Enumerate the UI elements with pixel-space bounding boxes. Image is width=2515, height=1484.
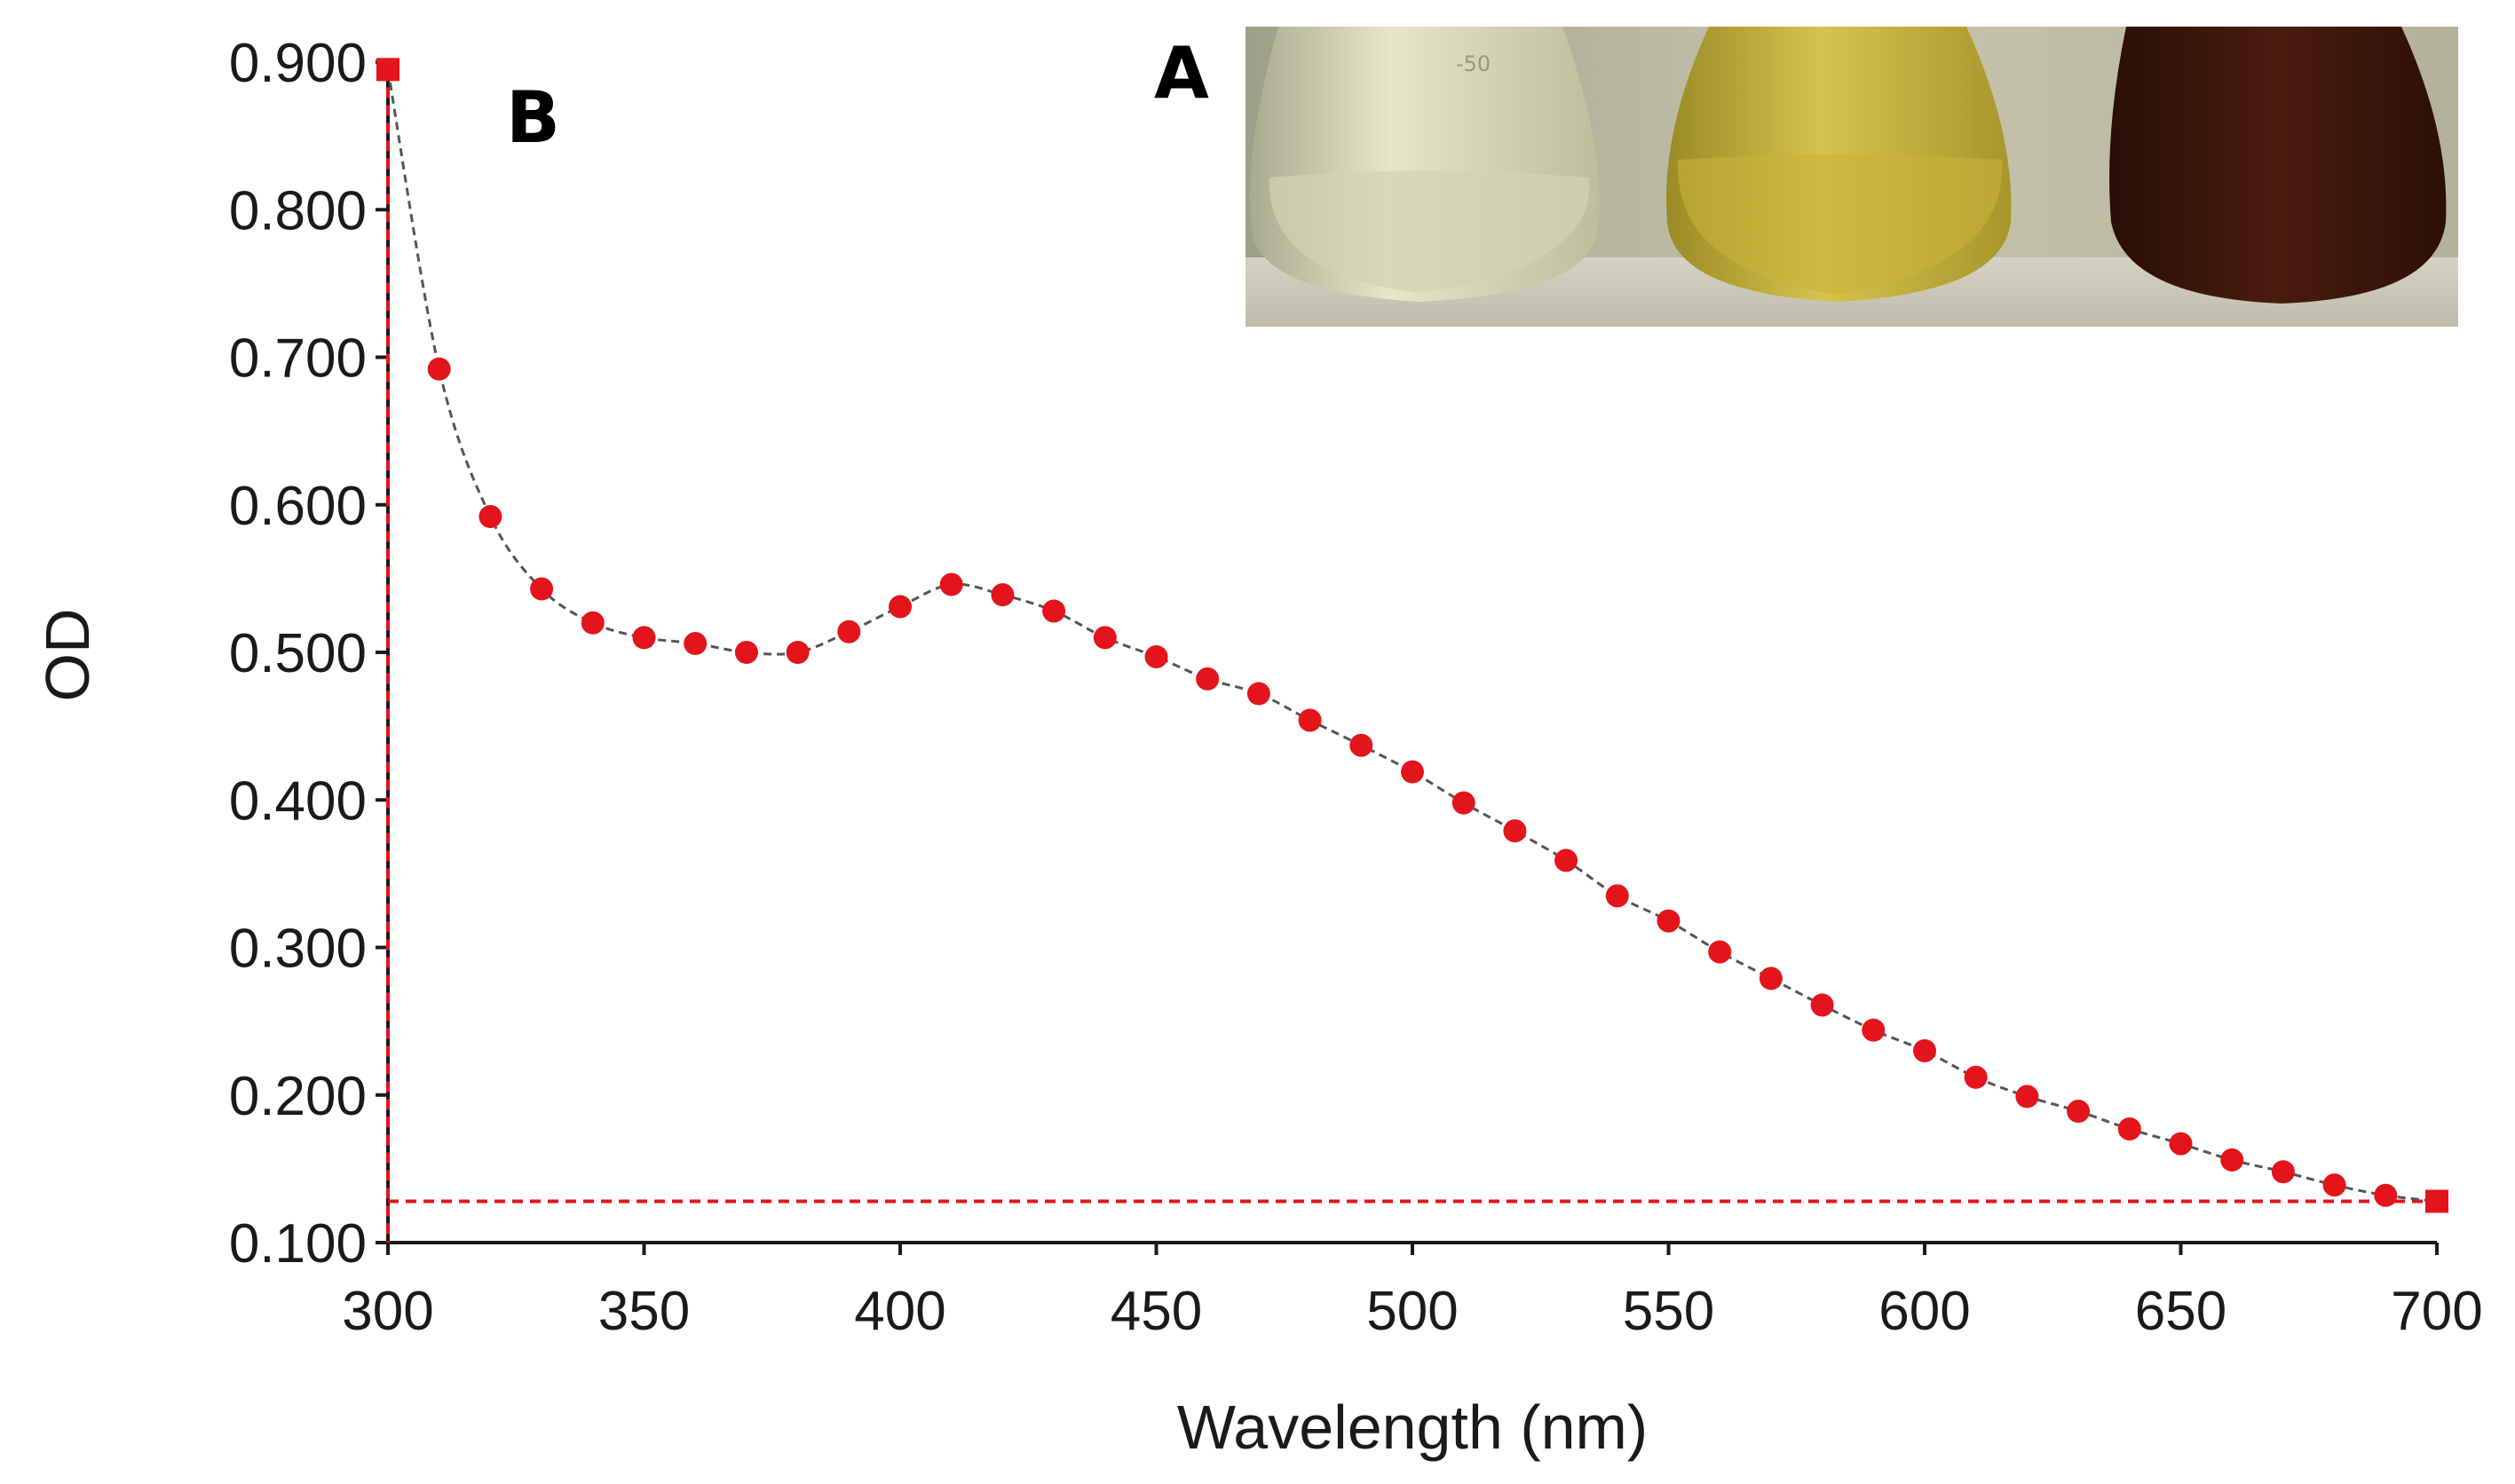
data-point <box>1144 644 1168 668</box>
y-tick-label: 0.500 <box>229 623 367 684</box>
inset-photo: -50 <box>1246 27 2458 327</box>
data-point <box>1401 760 1424 784</box>
x-tick-label: 500 <box>1366 1281 1458 1342</box>
data-point <box>581 611 605 635</box>
data-point <box>734 641 758 664</box>
data-point <box>632 626 656 650</box>
panel-label-b: B <box>506 76 560 159</box>
flask-yellow <box>1665 27 2012 302</box>
x-tick-label: 400 <box>854 1281 945 1342</box>
data-point <box>1862 1018 1886 1042</box>
data-point <box>2169 1132 2193 1156</box>
data-point <box>1093 626 1117 650</box>
x-tick-label: 300 <box>342 1281 433 1342</box>
data-point <box>1964 1065 1988 1089</box>
data-point <box>1349 733 1373 757</box>
x-tick-label: 450 <box>1111 1281 1202 1342</box>
data-point <box>2220 1148 2244 1172</box>
x-tick-label: 550 <box>1623 1281 1714 1342</box>
data-point <box>2067 1100 2091 1124</box>
data-point <box>786 641 810 664</box>
data-point <box>530 577 554 601</box>
y-tick-label: 0.100 <box>229 1213 367 1275</box>
y-tick-label: 0.200 <box>229 1066 367 1127</box>
data-point <box>991 583 1015 607</box>
guide-lines <box>386 69 2437 1243</box>
y-tick-label: 0.700 <box>229 328 367 390</box>
flask-brown <box>2109 27 2447 304</box>
y-tick-label: 0.900 <box>229 33 367 94</box>
x-axis-title: Wavelength (nm) <box>1177 1393 1648 1462</box>
data-point <box>1605 884 1629 908</box>
data-point <box>684 632 708 656</box>
data-point <box>2322 1173 2346 1197</box>
data-point <box>1759 967 1783 991</box>
data-point-square <box>376 58 399 82</box>
data-point <box>427 357 451 381</box>
data-point <box>1554 849 1578 872</box>
y-tick-label: 0.600 <box>229 476 367 537</box>
x-tick-label: 600 <box>1878 1281 1970 1342</box>
data-point <box>2271 1160 2295 1184</box>
data-point <box>1810 993 1834 1017</box>
data-point <box>1708 940 1732 964</box>
data-point <box>478 505 502 529</box>
data-point <box>1503 819 1527 843</box>
x-tick-label: 700 <box>2391 1281 2482 1342</box>
data-point <box>837 620 861 643</box>
data-point <box>2015 1085 2039 1109</box>
panel-label-a: A <box>1154 32 1209 114</box>
data-point <box>1196 667 1220 691</box>
data-points <box>376 58 2448 1213</box>
data-point-square <box>2425 1189 2448 1213</box>
y-axis-title: OD <box>33 609 102 702</box>
y-tick-label: 0.800 <box>229 180 367 241</box>
y-tick-label: 0.400 <box>229 770 367 832</box>
y-tick-label: 0.300 <box>229 919 367 980</box>
data-point <box>2117 1117 2141 1141</box>
data-point <box>2374 1183 2398 1207</box>
x-tick-label: 350 <box>598 1281 690 1342</box>
x-ticks: 300 350 400 450 500 550 600 650 700 <box>342 1243 2483 1342</box>
data-point <box>889 595 912 619</box>
x-tick-label: 650 <box>2135 1281 2226 1342</box>
data-point <box>1298 708 1322 732</box>
data-point <box>1042 599 1066 623</box>
data-point <box>1913 1038 1936 1062</box>
flask-clear: -50 <box>1250 27 1600 302</box>
data-point <box>1246 682 1270 706</box>
flask-label: -50 <box>1456 51 1491 76</box>
data-point <box>939 572 963 596</box>
data-point <box>1451 791 1475 815</box>
y-ticks: 0.100 0.200 0.300 0.400 0.500 0.600 0.700 0.800… <box>229 33 388 1275</box>
data-point <box>1657 909 1681 933</box>
